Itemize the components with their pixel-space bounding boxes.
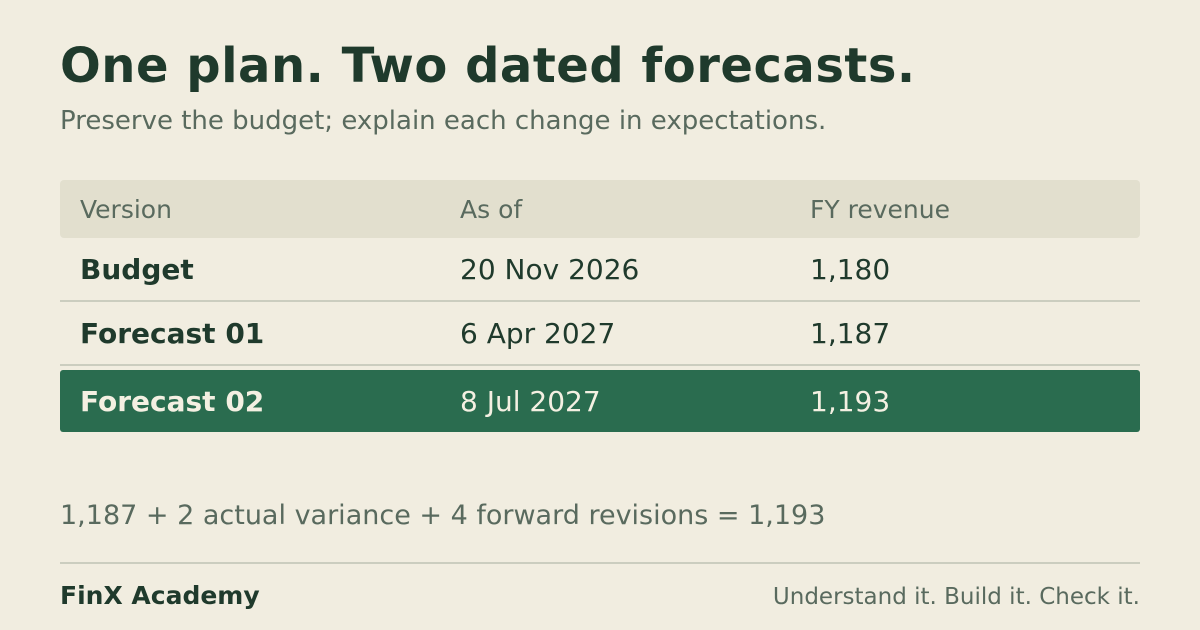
version-cell: Forecast 01 — [80, 316, 265, 350]
header-version: Version — [80, 194, 172, 224]
brand-name: FinX Academy — [60, 581, 260, 610]
header-fy-revenue: FY revenue — [810, 194, 950, 224]
version-cell: Budget — [80, 252, 194, 286]
page-title: One plan. Two dated forecasts. — [60, 38, 916, 94]
header-as-of: As of — [460, 194, 523, 224]
table-header-row: Version As of FY revenue — [60, 180, 1140, 238]
page-subtitle: Preserve the budget; explain each change… — [60, 106, 827, 136]
brand-tagline: Understand it. Build it. Check it. — [772, 584, 1140, 610]
fy-revenue-cell: 1,180 — [810, 252, 891, 286]
table-row-forecast-02-highlighted: Forecast 02 8 Jul 2027 1,193 — [60, 370, 1140, 432]
page: One plan. Two dated forecasts. Preserve … — [60, 0, 1140, 630]
versions-table: Version As of FY revenue Budget 20 Nov 2… — [60, 180, 1140, 432]
as-of-cell: 6 Apr 2027 — [460, 316, 616, 350]
fy-revenue-cell: 1,193 — [810, 384, 891, 418]
as-of-cell: 20 Nov 2026 — [460, 252, 640, 286]
as-of-cell: 8 Jul 2027 — [460, 384, 601, 418]
reconciliation-summary: 1,187 + 2 actual variance + 4 forward re… — [60, 500, 826, 531]
table-row-forecast-01: Forecast 01 6 Apr 2027 1,187 — [60, 302, 1140, 366]
table-row-budget: Budget 20 Nov 2026 1,180 — [60, 238, 1140, 302]
version-cell: Forecast 02 — [80, 384, 265, 418]
footer-divider — [60, 562, 1140, 564]
fy-revenue-cell: 1,187 — [810, 316, 891, 350]
